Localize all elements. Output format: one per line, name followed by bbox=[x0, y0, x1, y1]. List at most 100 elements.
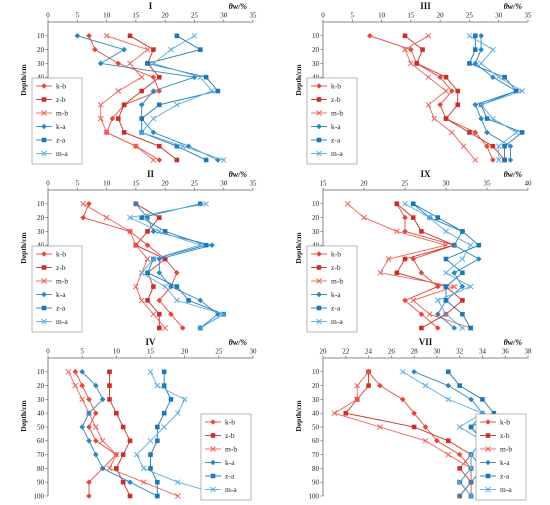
legend-marker bbox=[41, 265, 47, 270]
data-point-z-a bbox=[467, 61, 472, 66]
legend-marker bbox=[316, 265, 322, 270]
data-point-m-b bbox=[133, 283, 139, 290]
y-tick-label: 40 bbox=[312, 242, 320, 250]
legend-item-k-b: k-b bbox=[205, 418, 235, 427]
legend-marker bbox=[210, 473, 216, 479]
legend-item-k-a: k-a bbox=[205, 458, 235, 467]
data-point-k-b bbox=[484, 143, 490, 149]
x-tick-label: 35 bbox=[484, 180, 492, 188]
y-tick-label: 20 bbox=[37, 214, 45, 222]
series-line-z-b bbox=[344, 371, 472, 497]
data-point-z-b bbox=[115, 116, 121, 121]
x-tick-label: 26 bbox=[388, 348, 396, 356]
data-point-k-b bbox=[150, 74, 157, 80]
x-tick-label: 15 bbox=[407, 12, 415, 20]
data-point-m-b bbox=[103, 129, 110, 136]
panel-title: VII bbox=[419, 337, 433, 347]
x-tick-label: 28 bbox=[411, 348, 419, 356]
data-point-k-a bbox=[468, 479, 474, 485]
series-line-k-a bbox=[77, 35, 219, 161]
legend-box bbox=[475, 413, 527, 501]
legend-item-z-b: z-b bbox=[480, 431, 510, 440]
legend-label: z-a bbox=[225, 472, 235, 481]
legend-label: m-a bbox=[331, 317, 343, 326]
y-tick-label: 10 bbox=[37, 200, 45, 208]
data-point-k-a bbox=[490, 74, 496, 80]
data-point-m-a bbox=[203, 200, 209, 207]
data-point-k-b bbox=[86, 396, 92, 403]
data-point-m-b bbox=[97, 101, 104, 108]
x-tick-label: 5 bbox=[351, 12, 355, 20]
legend-item-k-b: k-b bbox=[311, 82, 341, 91]
legend-label: k-b bbox=[331, 250, 341, 259]
legend-marker bbox=[485, 486, 491, 493]
legend-item-m-b: m-b bbox=[311, 277, 343, 286]
data-point-m-a bbox=[156, 228, 163, 235]
data-point-k-b bbox=[115, 60, 122, 67]
data-point-z-b bbox=[419, 229, 424, 234]
x-tick-label: 10 bbox=[103, 12, 111, 20]
panel-title: I bbox=[149, 1, 153, 11]
data-point-z-a bbox=[145, 270, 150, 276]
legend-item-z-b: z-b bbox=[311, 95, 341, 104]
data-point-m-a bbox=[181, 396, 188, 403]
data-point-z-b bbox=[343, 410, 349, 416]
series-line-z-a bbox=[150, 371, 172, 496]
legend-marker bbox=[41, 278, 47, 284]
panel-title: IV bbox=[145, 337, 156, 347]
legend-marker bbox=[41, 291, 47, 298]
legend-label: m-a bbox=[225, 485, 237, 494]
data-point-z-a bbox=[443, 298, 449, 303]
data-point-m-a bbox=[147, 368, 154, 375]
data-point-z-a bbox=[468, 325, 473, 331]
legend-label: m-a bbox=[56, 317, 68, 326]
y-axis-label: Depth/cm bbox=[19, 232, 28, 264]
legend-item-k-a: k-a bbox=[311, 290, 341, 299]
data-point-k-a bbox=[451, 325, 457, 331]
x-tick-label: 36 bbox=[502, 348, 510, 356]
data-point-m-a bbox=[495, 157, 502, 163]
legend-marker bbox=[316, 318, 322, 325]
x-tick-label: 5 bbox=[80, 348, 84, 356]
data-point-m-a bbox=[150, 60, 157, 67]
data-point-z-a bbox=[161, 383, 167, 388]
data-point-m-a bbox=[138, 269, 145, 276]
data-point-m-b bbox=[377, 424, 383, 430]
y-tick-label: 70 bbox=[37, 451, 45, 459]
data-point-k-b bbox=[86, 479, 92, 485]
data-point-k-a bbox=[99, 396, 106, 403]
data-point-m-a bbox=[456, 479, 463, 486]
data-point-m-b bbox=[65, 368, 72, 375]
data-point-k-b bbox=[437, 74, 443, 80]
legend-item-m-b: m-b bbox=[311, 109, 343, 118]
x-axis-label: θw/% bbox=[504, 170, 523, 179]
data-point-z-b bbox=[151, 47, 156, 52]
legend-marker bbox=[210, 486, 216, 493]
x-tick-label: 34 bbox=[479, 348, 487, 356]
data-point-k-a bbox=[484, 129, 490, 136]
legend-marker bbox=[485, 446, 491, 452]
data-point-m-a bbox=[150, 115, 157, 122]
legend-marker bbox=[41, 305, 47, 311]
data-point-m-a bbox=[150, 256, 157, 262]
data-point-m-a bbox=[197, 74, 204, 81]
legend-item-k-a: k-a bbox=[36, 290, 66, 299]
legend-label: m-a bbox=[56, 149, 68, 158]
legend-item-z-a: z-a bbox=[480, 472, 510, 481]
data-point-m-b bbox=[133, 143, 139, 150]
legend-label: z-a bbox=[56, 136, 66, 145]
data-point-z-a bbox=[203, 74, 209, 80]
data-point-m-b bbox=[443, 242, 449, 249]
legend-item-m-a: m-a bbox=[480, 485, 512, 494]
data-point-k-a bbox=[138, 102, 145, 108]
data-point-z-a bbox=[197, 47, 203, 52]
y-tick-label: 90 bbox=[312, 479, 320, 487]
x-tick-label: 20 bbox=[437, 12, 445, 20]
data-point-m-a bbox=[162, 283, 168, 290]
legend-item-m-a: m-a bbox=[205, 485, 237, 494]
x-tick-label: 20 bbox=[162, 180, 170, 188]
x-tick-label: 30 bbox=[220, 12, 228, 20]
data-point-k-a bbox=[451, 242, 457, 248]
data-point-m-b bbox=[426, 311, 433, 318]
data-point-m-b bbox=[138, 297, 145, 304]
